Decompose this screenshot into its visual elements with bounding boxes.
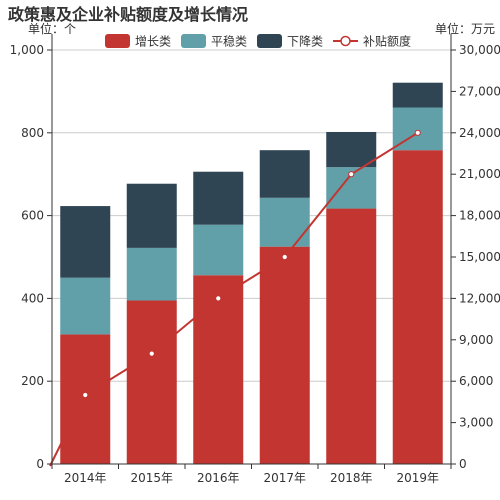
legend-item-3[interactable]: 补贴额度 bbox=[333, 34, 411, 49]
y-right-tick-label: 0 bbox=[459, 457, 467, 471]
bar bbox=[392, 150, 443, 465]
bar bbox=[259, 150, 310, 198]
legend-label: 下降类 bbox=[287, 35, 323, 49]
line-point bbox=[148, 350, 155, 357]
bar bbox=[126, 183, 177, 248]
bar bbox=[326, 131, 377, 168]
axes: 0 200 400 600 800 1,000 0 3,000 6,000 9,000 12,000… bbox=[10, 34, 500, 485]
chart-title: 政策惠及企业补贴额度及增长情况 bbox=[8, 5, 248, 24]
bar bbox=[392, 82, 443, 108]
legend-label: 平稳类 bbox=[211, 34, 247, 49]
legend-swatch bbox=[181, 34, 206, 48]
y-left-tick-label: 1,000 bbox=[10, 43, 44, 57]
legend-swatch bbox=[105, 34, 130, 48]
x-tick-label: 2019年 bbox=[396, 471, 439, 485]
bar bbox=[326, 208, 377, 464]
y-left-tick-label: 800 bbox=[21, 126, 44, 140]
bar bbox=[126, 300, 177, 464]
bar bbox=[259, 246, 310, 464]
x-tick-label: 2015年 bbox=[130, 471, 173, 485]
line-point bbox=[215, 295, 222, 302]
line-point bbox=[348, 171, 355, 178]
y-left-tick-label: 600 bbox=[21, 209, 44, 223]
bar bbox=[126, 247, 177, 301]
line-point bbox=[414, 129, 421, 136]
y-right-tick-label: 30,000 bbox=[459, 43, 500, 57]
bar bbox=[60, 206, 111, 278]
y-right-tick-label: 9,000 bbox=[459, 333, 493, 347]
bar bbox=[259, 197, 310, 247]
x-tick-label: 2018年 bbox=[330, 471, 373, 485]
legend[interactable]: 增长类 平稳类 下降类 补贴额度 bbox=[105, 34, 411, 49]
bar bbox=[60, 334, 111, 464]
legend-item-1[interactable]: 平稳类 bbox=[181, 34, 247, 49]
bar bbox=[60, 277, 111, 335]
bar bbox=[193, 224, 244, 276]
bars bbox=[60, 82, 443, 465]
line-series bbox=[49, 129, 421, 467]
y-right-tick-label: 21,000 bbox=[459, 167, 500, 181]
bar bbox=[193, 275, 244, 464]
y-right-tick-label: 3,000 bbox=[459, 416, 493, 430]
y-right-tick-label: 12,000 bbox=[459, 291, 500, 305]
y-right-tick-label: 15,000 bbox=[459, 250, 500, 264]
bar bbox=[193, 171, 244, 225]
y-right-tick-label: 6,000 bbox=[459, 374, 493, 388]
right-axis-unit: 单位：万元 bbox=[435, 21, 495, 36]
legend-item-2[interactable]: 下降类 bbox=[257, 34, 323, 49]
legend-label: 补贴额度 bbox=[363, 34, 411, 49]
line-point bbox=[82, 391, 89, 399]
x-tick-label: 2014年 bbox=[64, 471, 107, 485]
left-axis-unit: 单位：个 bbox=[28, 21, 76, 36]
legend-swatch bbox=[257, 34, 282, 48]
legend-marker bbox=[340, 35, 351, 47]
legend-item-0[interactable]: 增长类 bbox=[105, 34, 171, 49]
line-point bbox=[281, 253, 288, 261]
y-right-tick-label: 18,000 bbox=[459, 209, 500, 223]
y-left-tick-label: 0 bbox=[36, 457, 44, 471]
y-right-tick-label: 24,000 bbox=[459, 126, 500, 140]
y-right-tick-label: 27,000 bbox=[459, 84, 500, 98]
grid-lines bbox=[52, 49, 451, 382]
legend-label: 增长类 bbox=[135, 35, 171, 49]
x-tick-label: 2017年 bbox=[263, 471, 306, 485]
y-left-tick-label: 400 bbox=[21, 291, 44, 305]
y-left-tick-label: 200 bbox=[21, 374, 44, 388]
x-tick-label: 2016年 bbox=[197, 471, 240, 485]
